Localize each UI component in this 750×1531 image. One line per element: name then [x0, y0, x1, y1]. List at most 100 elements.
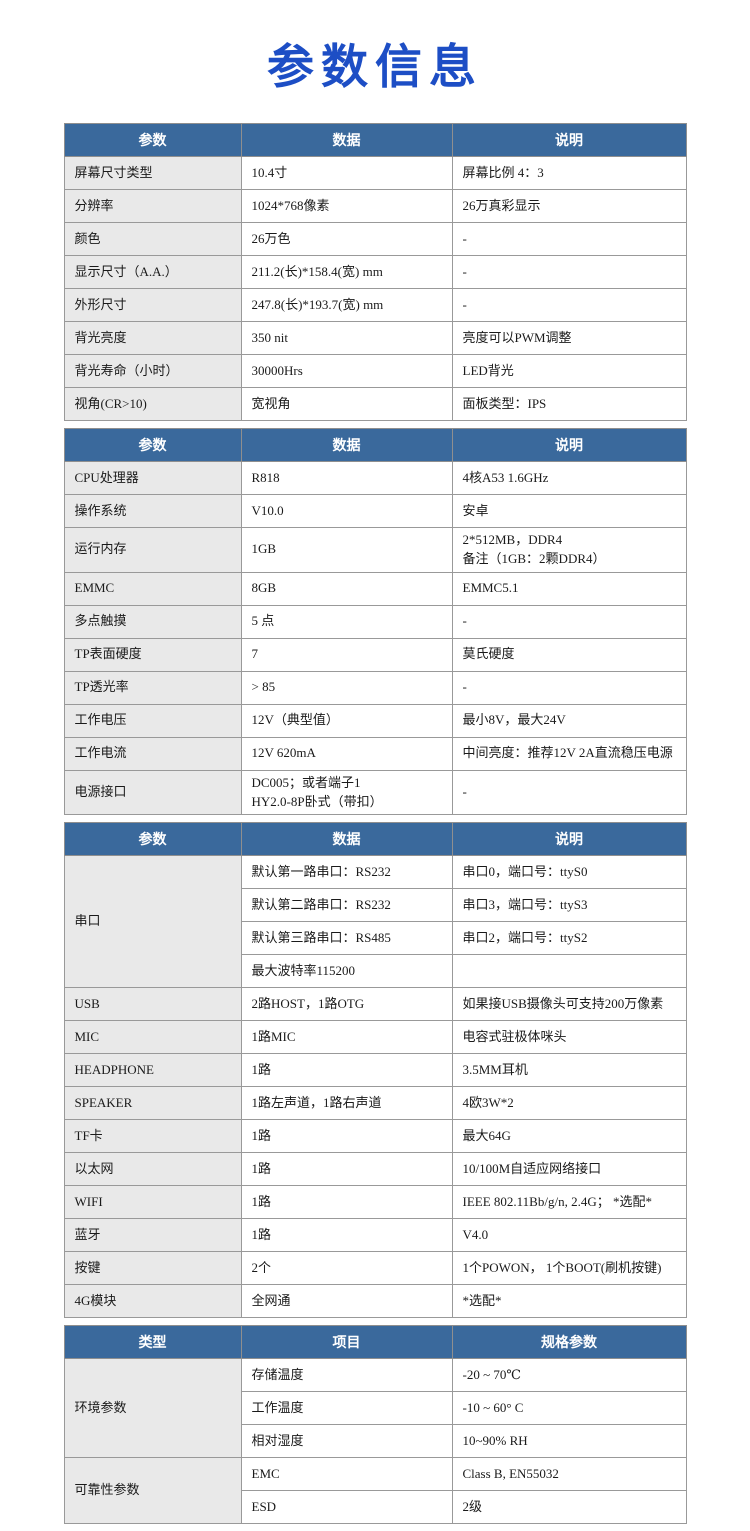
cell-description: -: [451, 604, 687, 639]
cell-description: IEEE 802.11Bb/g/n, 2.4G； *选配*: [451, 1185, 687, 1220]
table-header-row: 类型 项目 规格参数: [63, 1325, 687, 1360]
cell-parameter: WIFI: [63, 1185, 242, 1220]
cell-parameter: MIC: [63, 1020, 242, 1055]
header-parameter: 参数: [63, 428, 242, 462]
table-row: TP透光率 > 85 -: [63, 670, 687, 705]
cell-item: 相对湿度: [240, 1424, 453, 1459]
table-row: 颜色 26万色 -: [63, 222, 687, 256]
cell-parameter: 视角(CR>10): [63, 387, 242, 421]
cell-data: 211.2(长)*158.4(宽) mm: [240, 255, 453, 289]
cell-data: R818: [240, 461, 453, 495]
table-header-row: 参数 数据 说明: [63, 123, 687, 157]
cell-description: -: [451, 670, 687, 705]
cell-data: 1路: [240, 1053, 453, 1088]
header-spec: 规格参数: [451, 1325, 687, 1360]
cell-data: 1路MIC: [240, 1020, 453, 1055]
table-row: 工作电压 12V（典型值） 最小8V，最大24V: [63, 703, 687, 738]
cell-description: [451, 954, 687, 989]
cell-description: 最小8V，最大24V: [451, 703, 687, 738]
cell-spec: 10~90% RH: [451, 1424, 687, 1459]
cell-description: 屏幕比例 4：3: [451, 156, 687, 190]
table-row: EMMC 8GB EMMC5.1: [63, 571, 687, 606]
cell-data: > 85: [240, 670, 453, 705]
cell-description: 4欧3W*2: [451, 1086, 687, 1121]
cell-data: 26万色: [240, 222, 453, 256]
cell-data: 1路: [240, 1152, 453, 1187]
table-row: 操作系统 V10.0 安卓: [63, 494, 687, 528]
cell-parameter: TP透光率: [63, 670, 242, 705]
cell-description: -: [451, 255, 687, 289]
screen-spec-table: 参数 数据 说明 屏幕尺寸类型 10.4寸 屏幕比例 4：3 分辨率 1024*…: [63, 123, 687, 421]
table-row: 最大波特率115200: [64, 954, 687, 989]
cell-data: 12V（典型值）: [240, 703, 453, 738]
table-row: 4G模块 全网通 *选配*: [63, 1284, 687, 1319]
cell-description: 电容式驻极体咪头: [451, 1020, 687, 1055]
table-row: 可靠性参数 EMC Class B, EN55032: [63, 1457, 687, 1525]
cell-description: *选配*: [451, 1284, 687, 1319]
cell-description: 安卓: [451, 494, 687, 528]
cell-type-reliability-group: 可靠性参数: [63, 1457, 242, 1525]
cell-description: 如果接USB摄像头可支持200万像素: [451, 987, 687, 1022]
cell-data: 1024*768像素: [240, 189, 453, 223]
cell-parameter: 操作系统: [63, 494, 242, 528]
table-row: 背光亮度 350 nit 亮度可以PWM调整: [63, 321, 687, 355]
table-row: 外形尺寸 247.8(长)*193.7(宽) mm -: [63, 288, 687, 322]
header-item: 项目: [240, 1325, 453, 1360]
cell-spec: Class B, EN55032: [451, 1457, 687, 1492]
cell-description: -: [451, 222, 687, 256]
cell-description: 10/100M自适应网络接口: [451, 1152, 687, 1187]
table-row: CPU处理器 R818 4核A53 1.6GHz: [63, 461, 687, 495]
cell-data: 30000Hrs: [240, 354, 453, 388]
cell-data: 默认第二路串口：RS232: [240, 888, 453, 923]
cell-parameter: 外形尺寸: [63, 288, 242, 322]
table-header-row: 参数 数据 说明: [63, 822, 687, 857]
table-row: 屏幕尺寸类型 10.4寸 屏幕比例 4：3: [63, 156, 687, 190]
cell-type-environment-group: 环境参数: [63, 1358, 242, 1459]
cell-parameter: 多点触摸: [63, 604, 242, 639]
header-data: 数据: [240, 428, 453, 462]
cell-description: LED背光: [451, 354, 687, 388]
page-title: 参数信息: [267, 40, 483, 93]
header-description: 说明: [451, 123, 687, 157]
cell-spec: 2级: [451, 1490, 687, 1525]
cell-parameter: EMMC: [63, 571, 242, 606]
cell-data: 1路: [240, 1119, 453, 1154]
cell-parameter: 背光亮度: [63, 321, 242, 355]
cell-description: 中间亮度：推荐12V 2A直流稳压电源: [451, 736, 687, 771]
cell-parameter: TP表面硬度: [63, 637, 242, 672]
cell-data: 10.4寸: [240, 156, 453, 190]
table-row: 按键 2个 1个POWON， 1个BOOT(刷机按键): [63, 1251, 687, 1286]
cell-data: 全网通: [240, 1284, 453, 1319]
cell-parameter: 蓝牙: [63, 1218, 242, 1253]
table-row: WIFI 1路 IEEE 802.11Bb/g/n, 2.4G； *选配*: [63, 1185, 687, 1220]
table-header-row: 参数 数据 说明: [63, 428, 687, 462]
header-data: 数据: [240, 123, 453, 157]
cell-description: 串口0，端口号：ttyS0: [451, 855, 687, 890]
cell-parameter: SPEAKER: [63, 1086, 242, 1121]
table-row: SPEAKER 1路左声道，1路右声道 4欧3W*2: [63, 1086, 687, 1121]
table-row: 默认第三路串口：RS485 串口2，端口号：ttyS2: [64, 921, 687, 956]
cell-data: 1路左声道，1路右声道: [240, 1086, 453, 1121]
cell-data: 1GB: [240, 527, 453, 573]
cell-spec: -20 ~ 70℃: [451, 1358, 687, 1393]
cell-parameter: 电源接口: [63, 769, 242, 816]
table-row: HEADPHONE 1路 3.5MM耳机: [63, 1053, 687, 1088]
table-row: TP表面硬度 7 莫氏硬度: [63, 637, 687, 672]
cell-data: 1路: [240, 1218, 453, 1253]
cell-parameter: 4G模块: [63, 1284, 242, 1319]
table-row: 视角(CR>10) 宽视角 面板类型：IPS: [63, 387, 687, 421]
cell-parameter: 分辨率: [63, 189, 242, 223]
table-row: MIC 1路MIC 电容式驻极体咪头: [63, 1020, 687, 1055]
cell-data: 12V 620mA: [240, 736, 453, 771]
cell-description: EMMC5.1: [451, 571, 687, 606]
cell-description: 莫氏硬度: [451, 637, 687, 672]
cell-data: V10.0: [240, 494, 453, 528]
cell-parameter: 以太网: [63, 1152, 242, 1187]
cell-data: 默认第一路串口：RS232: [240, 855, 453, 890]
header-parameter: 参数: [63, 822, 242, 857]
header-parameter: 参数: [63, 123, 242, 157]
cell-description: 26万真彩显示: [451, 189, 687, 223]
environment-spec-table: 类型 项目 规格参数 环境参数 存储温度 -20 ~ 70℃ 工作温度 -10 …: [63, 1325, 687, 1525]
cell-data: 8GB: [240, 571, 453, 606]
cell-data: 7: [240, 637, 453, 672]
